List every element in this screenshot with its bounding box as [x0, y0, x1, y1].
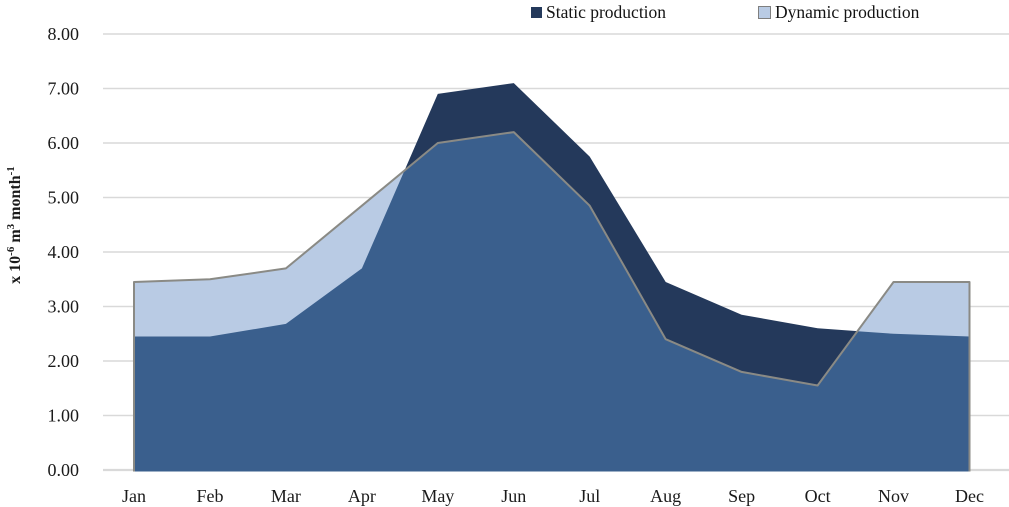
legend-swatch-static-icon	[531, 6, 542, 18]
legend-item-dynamic: Dynamic production	[758, 2, 919, 22]
x-tick-label: Aug	[650, 486, 681, 506]
y-tick-label: 1.00	[48, 406, 80, 426]
x-tick-label: Jun	[501, 486, 526, 506]
x-tick-label: Sep	[728, 486, 755, 506]
y-tick-label: 4.00	[48, 242, 80, 262]
y-axis-title-superscript: 3	[5, 223, 17, 229]
x-tick-label: Feb	[196, 486, 223, 506]
legend-swatch-dynamic-icon	[758, 5, 771, 19]
legend-label-static: Static production	[546, 2, 667, 22]
y-axis-title-text: month	[7, 175, 24, 224]
x-tick-label: Jul	[579, 486, 600, 506]
y-tick-label: 3.00	[48, 297, 80, 317]
x-tick-label: Apr	[348, 486, 376, 506]
y-axis-title: x 10-6 m3 month-1	[5, 166, 24, 284]
y-axis-title-text: m	[7, 229, 24, 247]
x-tick-label: Dec	[955, 486, 984, 506]
y-axis-title-superscript: -1	[5, 166, 17, 175]
y-axis-title-superscript: -6	[5, 246, 17, 256]
overlap-area	[134, 132, 970, 472]
y-tick-label: 5.00	[48, 188, 80, 208]
x-tick-label: Mar	[271, 486, 301, 506]
y-tick-label: 0.00	[48, 460, 80, 480]
y-tick-label: 6.00	[48, 133, 80, 153]
x-tick-label: Oct	[805, 486, 831, 506]
y-tick-label: 8.00	[48, 24, 80, 44]
legend-label-dynamic: Dynamic production	[775, 2, 920, 22]
y-axis-title-text: x 10	[7, 256, 24, 284]
x-tick-label: Jan	[122, 486, 146, 506]
legend-item-static: Static production	[531, 2, 666, 22]
dynamic-border-line	[133, 131, 971, 472]
y-tick-label: 2.00	[48, 351, 80, 371]
x-tick-label: Nov	[878, 486, 909, 506]
x-tick-label: May	[421, 486, 454, 506]
y-tick-label: 7.00	[48, 79, 80, 99]
